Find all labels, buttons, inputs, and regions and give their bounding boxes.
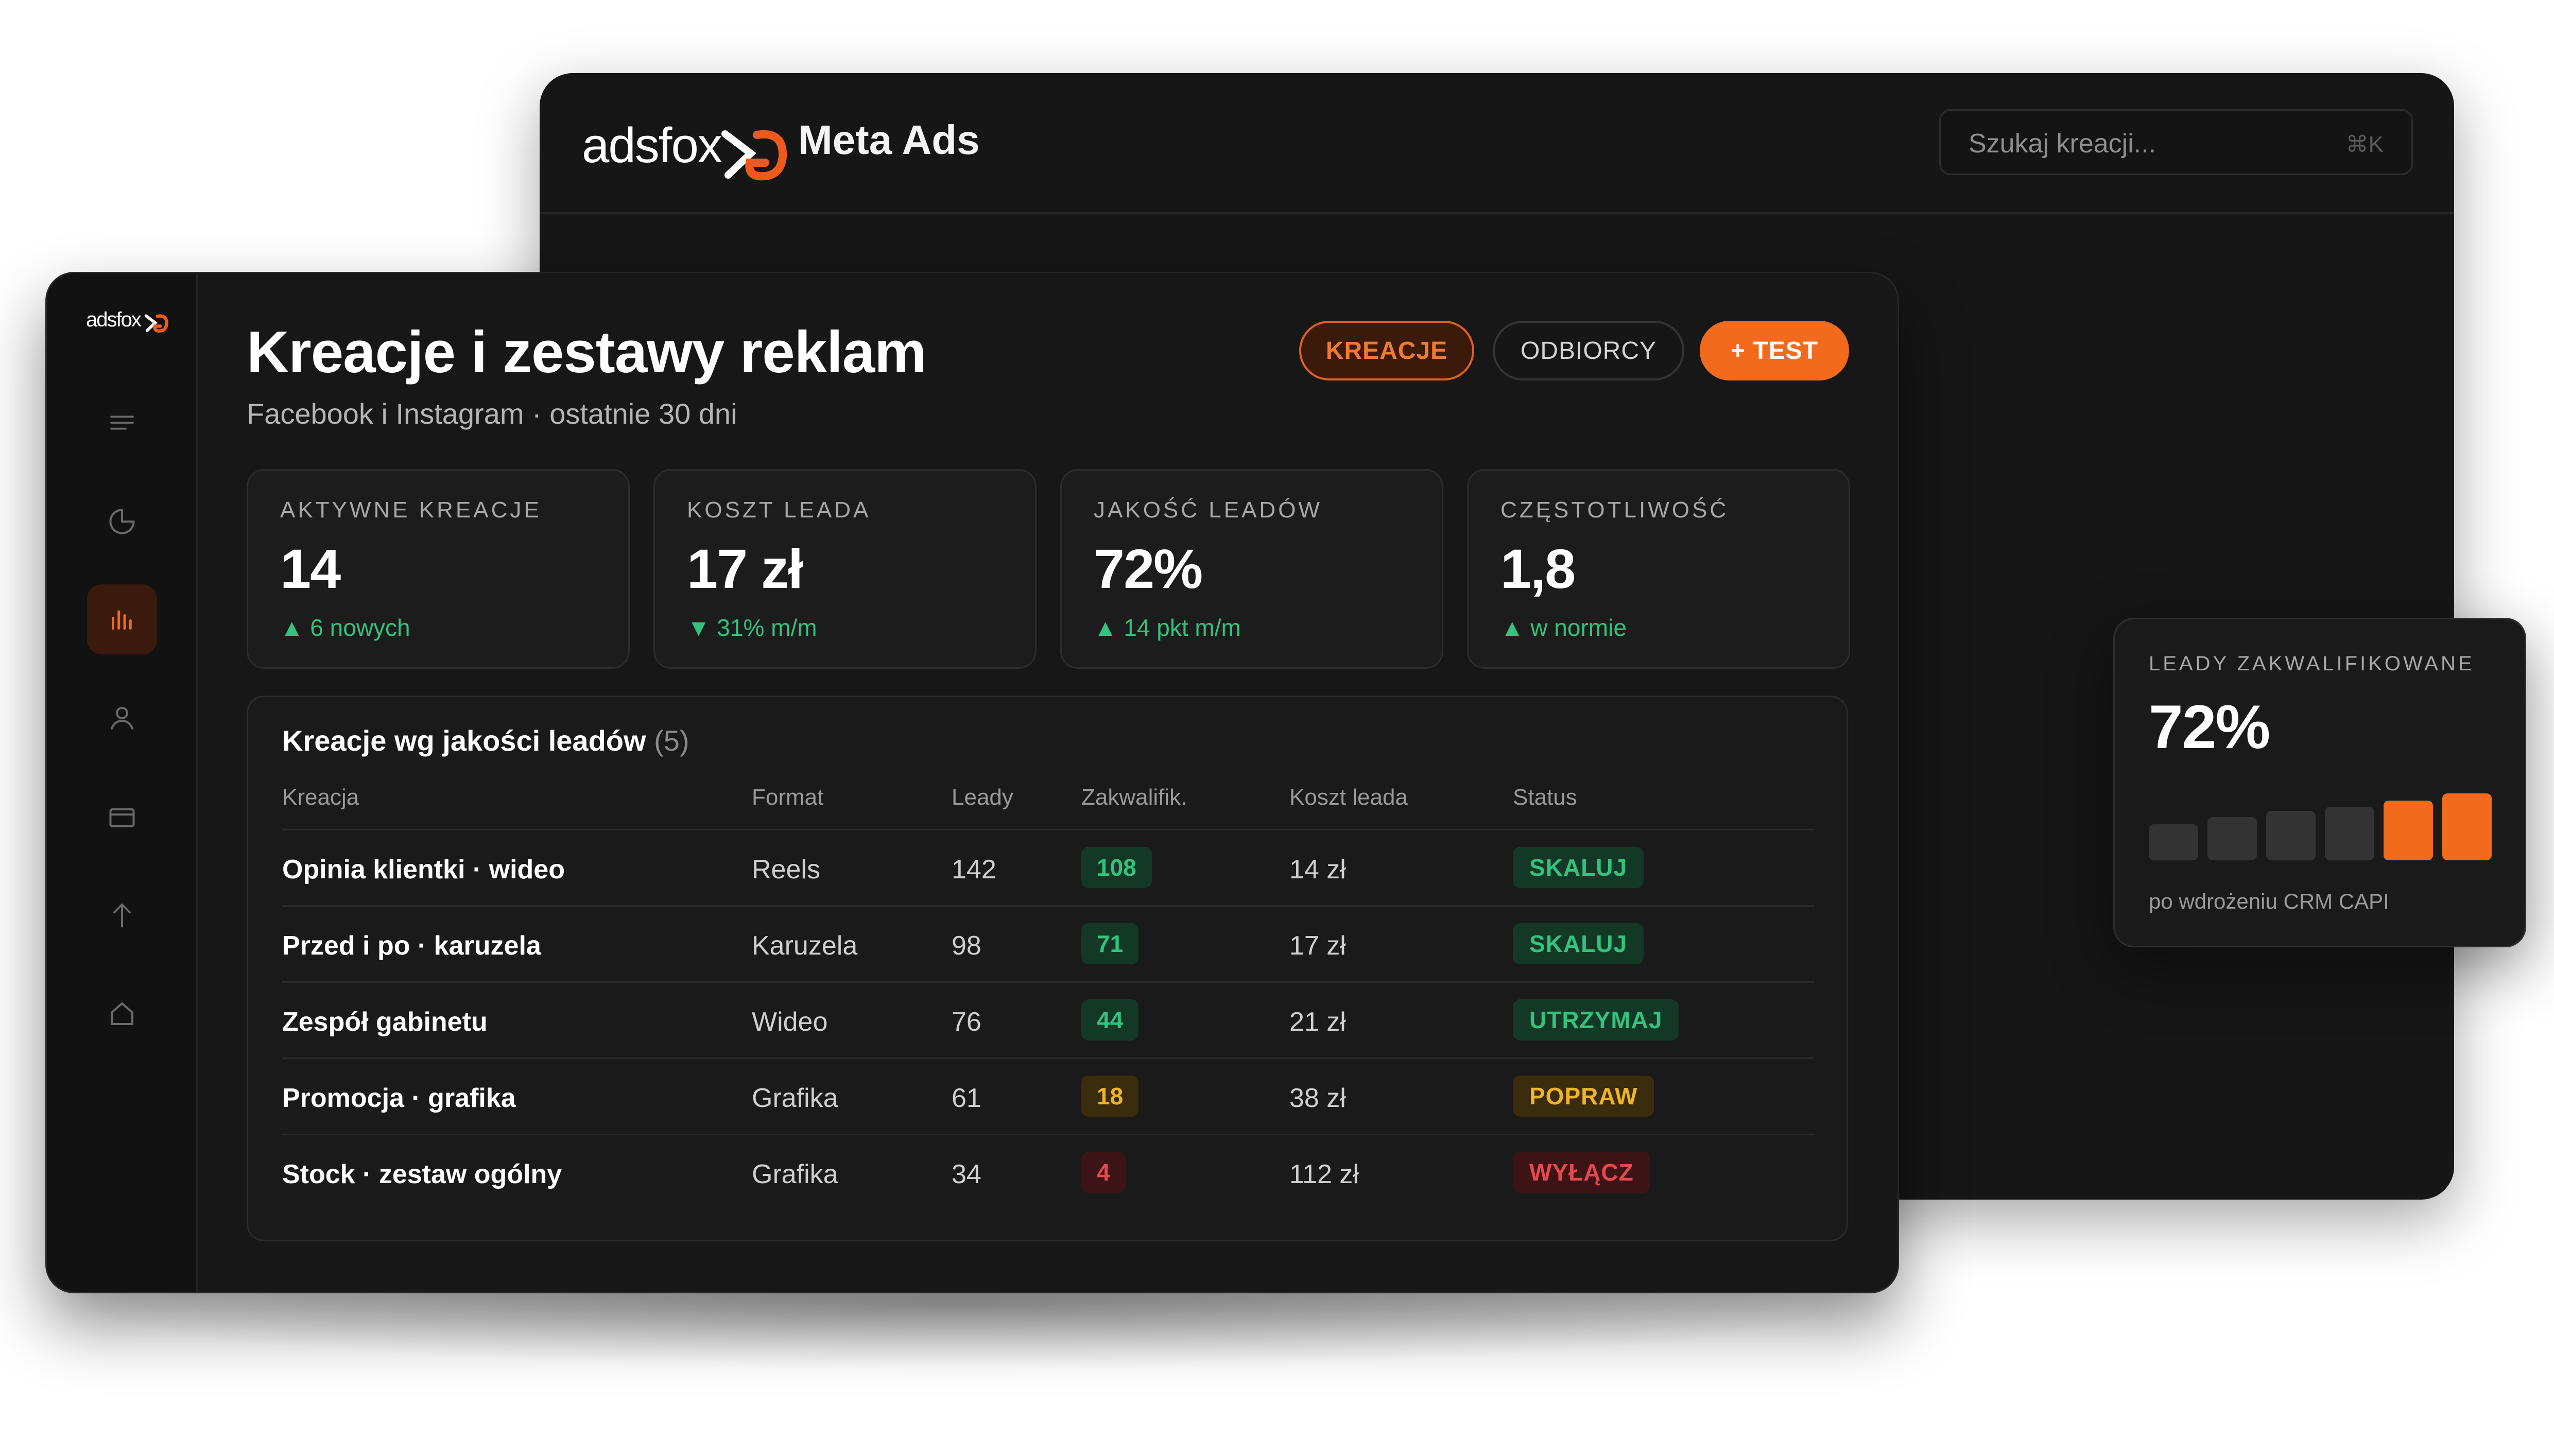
qualified-badge: 4 — [1081, 1152, 1126, 1193]
sidebar-audiences[interactable] — [87, 683, 157, 753]
card-value: 72% — [2149, 692, 2270, 761]
leads-count: 142 — [952, 855, 996, 885]
creative-format: Wideo — [752, 1007, 828, 1037]
sidebar-creatives[interactable] — [87, 584, 157, 654]
page-title: Kreacje i zestawy reklam — [247, 320, 927, 385]
sidebar-upload[interactable] — [87, 880, 157, 950]
kpi-label: JAKOŚĆ LEADÓW — [1094, 497, 1322, 523]
lead-cost: 21 zł — [1289, 1007, 1346, 1037]
creatives-table: Kreacje wg jakości leadów (5) Kreacja Fo… — [247, 696, 1848, 1241]
table-row[interactable]: Zespół gabinetu Wideo 76 44 21 zł UTRZYMAJ — [282, 981, 1815, 1059]
card-icon — [109, 808, 135, 827]
fox-logo-icon — [144, 314, 168, 333]
column-header-format: Format — [752, 785, 824, 810]
kpi-card-lead-quality: JAKOŚĆ LEADÓW 72% ▲ 14 pkt m/m — [1060, 469, 1443, 669]
column-header-leads: Leady — [952, 785, 1013, 810]
kpi-label: KOSZT LEADA — [687, 497, 871, 523]
kpi-delta: ▲ 6 nowych — [280, 614, 410, 641]
column-header-status: Status — [1513, 785, 1577, 810]
shortcut-hint: ⌘K — [2345, 132, 2384, 157]
kpi-value: 72% — [1094, 538, 1203, 600]
creative-format: Grafika — [752, 1083, 838, 1113]
table-title: Kreacje wg jakości leadów (5) — [282, 724, 689, 757]
kpi-delta: ▼ 31% m/m — [687, 614, 817, 641]
kpi-card-lead-cost: KOSZT LEADA 17 zł ▼ 31% m/m — [653, 469, 1037, 669]
mini-bar — [2325, 807, 2374, 860]
leads-count: 61 — [952, 1083, 981, 1113]
menu-icon — [110, 415, 134, 430]
creatives-window: adsfox — [45, 272, 1899, 1293]
search-input[interactable]: Szukaj kreacji... ⌘K — [1939, 109, 2413, 175]
creative-name: Przed i po · karuzela — [282, 931, 541, 961]
creative-name: Stock · zestaw ogólny — [282, 1159, 562, 1189]
qualified-badge: 44 — [1081, 999, 1139, 1041]
page-subtitle: Facebook i Instagram · ostatnie 30 dni — [247, 397, 737, 430]
tab-kreacje[interactable]: KREACJE — [1299, 321, 1474, 380]
lead-cost: 17 zł — [1289, 931, 1346, 961]
mini-bar — [2266, 811, 2316, 860]
kpi-value: 1,8 — [1500, 538, 1576, 600]
kpi-card-active-creatives: AKTYWNE KREACJE 14 ▲ 6 nowych — [247, 469, 630, 669]
qualified-badge: 108 — [1081, 847, 1152, 888]
card-note: po wdrożeniu CRM CAPI — [2149, 889, 2389, 913]
column-header-qualified: Zakwalifik. — [1081, 785, 1187, 810]
status-badge: WYŁĄCZ — [1513, 1152, 1650, 1193]
qualified-badge: 71 — [1081, 923, 1139, 964]
kpi-value: 17 zł — [687, 538, 803, 600]
table-count: (5) — [654, 724, 689, 757]
sidebar: adsfox — [47, 273, 198, 1292]
add-test-button[interactable]: + TEST — [1700, 321, 1849, 380]
lead-cost: 112 zł — [1289, 1159, 1359, 1189]
creative-name: Opinia klientki · wideo — [282, 855, 565, 885]
creative-name: Zespół gabinetu — [282, 1007, 488, 1037]
kpi-label: CZĘSTOTLIWOŚĆ — [1500, 497, 1729, 523]
table-row[interactable]: Przed i po · karuzela Karuzela 98 71 17 zł SK… — [282, 905, 1815, 983]
status-badge: SKALUJ — [1513, 847, 1644, 888]
leads-count: 98 — [952, 931, 981, 961]
tab-odbiorcy[interactable]: ODBIORCY — [1493, 321, 1684, 380]
table-row[interactable]: Opinia klientki · wideo Reels 142 108 14 zł S… — [282, 829, 1815, 907]
kpi-delta: ▲ w normie — [1500, 614, 1627, 641]
app-title: Meta Ads — [798, 117, 980, 163]
kpi-card-frequency: CZĘSTOTLIWOŚĆ 1,8 ▲ w normie — [1467, 469, 1850, 669]
sidebar-menu[interactable] — [87, 388, 157, 458]
fox-logo-icon — [721, 130, 787, 181]
sidebar-home[interactable] — [87, 979, 157, 1049]
arrow-up-icon — [113, 904, 131, 928]
table-row[interactable]: Promocja · grafika Grafika 61 18 38 zł POPRAW — [282, 1058, 1815, 1135]
search-placeholder: Szukaj kreacji... — [1969, 129, 2156, 159]
lead-cost: 38 zł — [1289, 1083, 1346, 1113]
creative-format: Grafika — [752, 1159, 838, 1189]
status-badge: SKALUJ — [1513, 923, 1644, 964]
leads-count: 34 — [952, 1159, 981, 1189]
card-label: LEADY ZAKWALIFIKOWANE — [2149, 652, 2475, 675]
creative-name: Promocja · grafika — [282, 1083, 516, 1113]
qualified-badge: 18 — [1081, 1076, 1139, 1117]
mini-bar — [2207, 817, 2257, 860]
lead-cost: 14 zł — [1289, 855, 1346, 885]
leads-count: 76 — [952, 1007, 981, 1037]
window-header: adsfox Meta Ads Szukaj kreacji... ⌘K — [540, 73, 2454, 214]
qualified-leads-card: LEADY ZAKWALIFIKOWANE 72% po wdrożeniu C… — [2113, 618, 2526, 947]
status-badge: UTRZYMAJ — [1513, 999, 1679, 1041]
table-row[interactable]: Stock · zestaw ogólny Grafika 34 4 112 zł WYŁ… — [282, 1134, 1815, 1211]
user-icon — [111, 707, 133, 730]
mini-bar — [2442, 793, 2492, 860]
pie-chart-icon — [109, 509, 135, 534]
sidebar-billing[interactable] — [87, 782, 157, 852]
creative-format: Reels — [752, 855, 820, 885]
kpi-label: AKTYWNE KREACJE — [280, 497, 542, 523]
column-header-creative: Kreacja — [282, 785, 359, 810]
mini-bar — [2384, 801, 2433, 860]
bar-chart-icon — [112, 610, 132, 630]
kpi-delta: ▲ 14 pkt m/m — [1094, 614, 1241, 641]
creative-format: Karuzela — [752, 931, 858, 961]
kpi-value: 14 — [280, 538, 341, 600]
status-badge: POPRAW — [1513, 1076, 1654, 1117]
mini-bar — [2149, 824, 2198, 860]
sidebar-analytics[interactable] — [87, 487, 157, 557]
column-header-cost: Koszt leada — [1289, 785, 1408, 810]
home-icon — [111, 1002, 133, 1025]
